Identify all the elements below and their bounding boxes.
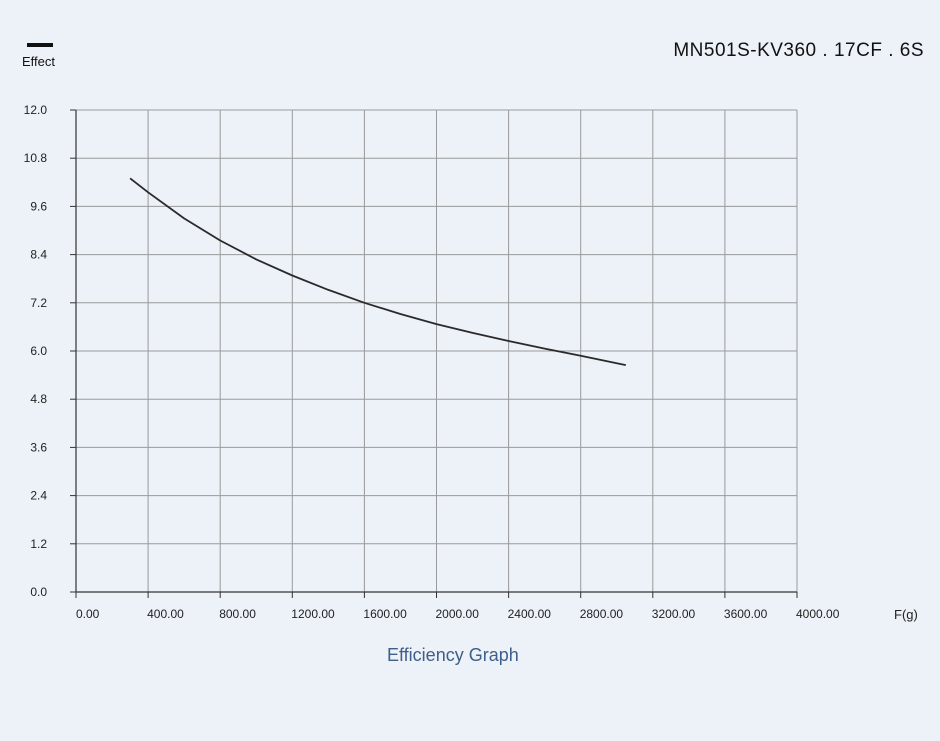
x-tick-label: 3200.00 [652, 607, 696, 621]
x-tick-label: 2000.00 [436, 607, 480, 621]
y-tick-label: 7.2 [30, 296, 47, 310]
y-tick-label: 2.4 [30, 489, 47, 503]
chart-axes [70, 109, 798, 598]
y-tick-label: 12.0 [24, 103, 48, 117]
x-tick-label: 1200.00 [291, 607, 335, 621]
series-layer [129, 177, 626, 366]
y-tick-label: 6.0 [30, 344, 47, 358]
model-title: MN501S-KV360 . 17CF . 6S [673, 40, 924, 61]
legend-swatch [27, 43, 53, 47]
x-tick-label: 800.00 [219, 607, 256, 621]
x-tick-label: 2400.00 [508, 607, 552, 621]
x-tick-label: 2800.00 [580, 607, 624, 621]
y-tick-label: 8.4 [30, 248, 47, 262]
x-tick-label: 1600.00 [363, 607, 407, 621]
y-tick-label: 1.2 [30, 537, 47, 551]
x-tick-label: 4000.00 [796, 607, 840, 621]
y-tick-label: 0.0 [30, 585, 47, 599]
x-axis-label: F(g) [894, 607, 918, 622]
chart-caption: Efficiency Graph [387, 645, 519, 665]
legend-label: Effect [22, 54, 56, 69]
chart-grid [76, 109, 798, 592]
x-tick-label: 3600.00 [724, 607, 768, 621]
y-tick-label: 10.8 [24, 151, 48, 165]
y-tick-label: 9.6 [30, 199, 47, 213]
y-tick-label: 3.6 [30, 440, 47, 454]
x-tick-label: 400.00 [147, 607, 184, 621]
y-tick-label: 4.8 [30, 392, 47, 406]
x-tick-label: 0.00 [76, 607, 100, 621]
series-line-effect [129, 177, 626, 366]
tick-labels: 0.00 400.00 800.00 1200.00 1600.00 2000.00 240… [24, 103, 840, 621]
